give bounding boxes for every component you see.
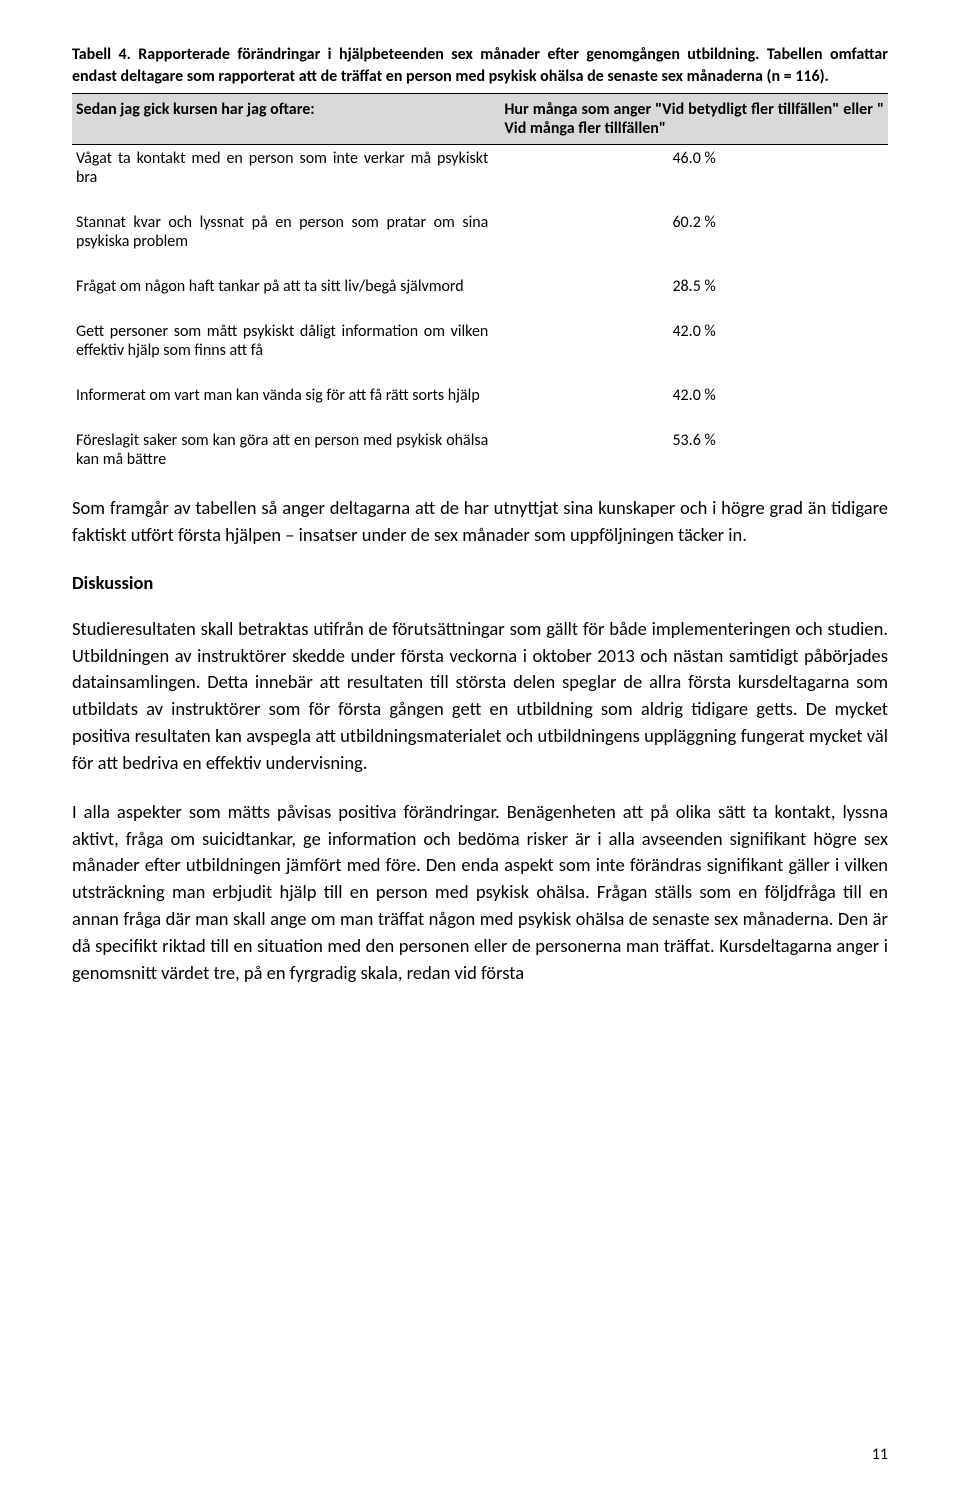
table-row: Vågat ta kontakt med en person som inte … — [72, 145, 888, 191]
page-number: 11 — [872, 1445, 888, 1464]
table-caption: Tabell 4. Rapporterade förändringar i hj… — [72, 44, 888, 87]
table-cell-value: 42.0 % — [496, 318, 888, 364]
table-cell-label: Frågat om någon haft tankar på att ta si… — [72, 273, 496, 300]
table-row: Gett personer som mått psykiskt dåligt i… — [72, 318, 888, 364]
body-paragraph: I alla aspekter som mätts påvisas positi… — [72, 799, 888, 987]
table-header-row: Sedan jag gick kursen har jag oftare: Hu… — [72, 93, 888, 145]
body-paragraph: Studieresultaten skall betraktas utifrån… — [72, 616, 888, 777]
body-paragraph: Som framgår av tabellen så anger deltaga… — [72, 495, 888, 549]
table-row: Informerat om vart man kan vända sig för… — [72, 382, 888, 409]
table-cell-value: 42.0 % — [496, 382, 888, 409]
table-row: Frågat om någon haft tankar på att ta si… — [72, 273, 888, 300]
section-heading-diskussion: Diskussion — [72, 571, 888, 594]
table-cell-label: Gett personer som mått psykiskt dåligt i… — [72, 318, 496, 364]
table-cell-label: Vågat ta kontakt med en person som inte … — [72, 145, 496, 191]
table-cell-value: 46.0 % — [496, 145, 888, 191]
table-cell-value: 28.5 % — [496, 273, 888, 300]
table-cell-value: 60.2 % — [496, 209, 888, 255]
table-row: Föreslagit saker som kan göra att en per… — [72, 427, 888, 473]
table-cell-label: Stannat kvar och lyssnat på en person so… — [72, 209, 496, 255]
table-row: Stannat kvar och lyssnat på en person so… — [72, 209, 888, 255]
table-cell-label: Informerat om vart man kan vända sig för… — [72, 382, 496, 409]
table-header-right: Hur många som anger "Vid betydligt fler … — [496, 94, 888, 144]
table-header-left: Sedan jag gick kursen har jag oftare: — [72, 94, 496, 144]
document-page: Tabell 4. Rapporterade förändringar i hj… — [0, 0, 960, 1490]
table-cell-label: Föreslagit saker som kan göra att en per… — [72, 427, 496, 473]
table-cell-value: 53.6 % — [496, 427, 888, 473]
table-4: Sedan jag gick kursen har jag oftare: Hu… — [72, 93, 888, 473]
